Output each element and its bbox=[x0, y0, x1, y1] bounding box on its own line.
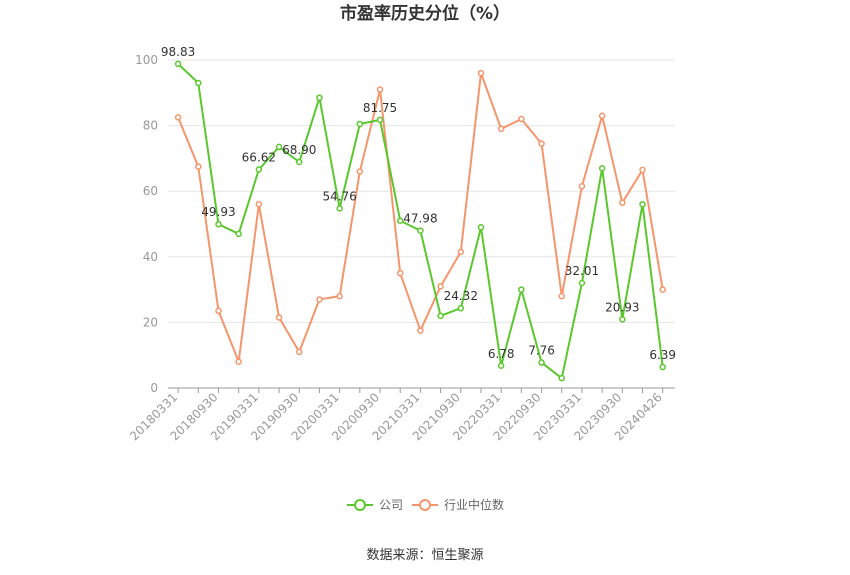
data-label: 68.90 bbox=[282, 143, 316, 157]
data-point-industry bbox=[174, 114, 182, 121]
data-point-company bbox=[518, 286, 525, 293]
data-point-industry bbox=[376, 86, 384, 93]
data-point-company bbox=[396, 217, 404, 224]
data-label: 49.93 bbox=[201, 205, 235, 219]
y-tick-label: 100 bbox=[135, 53, 158, 67]
data-point-industry bbox=[275, 314, 283, 321]
data-point-company bbox=[215, 220, 222, 228]
data-label: 81.75 bbox=[363, 101, 397, 115]
data-point-company bbox=[296, 158, 303, 166]
data-label: 20.93 bbox=[605, 300, 639, 314]
data-point-industry bbox=[296, 348, 303, 356]
y-tick-label: 80 bbox=[143, 119, 158, 133]
data-point-industry bbox=[437, 283, 444, 290]
legend-item-company[interactable]: 公司 bbox=[347, 498, 403, 512]
data-point-company bbox=[356, 120, 364, 128]
data-point-industry bbox=[336, 292, 343, 300]
data-point-company bbox=[497, 362, 505, 370]
data-point-industry bbox=[659, 286, 666, 293]
data-point-company bbox=[457, 304, 465, 312]
data-label: 24.32 bbox=[444, 289, 478, 303]
data-label: 54.76 bbox=[322, 189, 356, 203]
data-point-company bbox=[316, 94, 323, 101]
y-tick-label: 0 bbox=[150, 381, 158, 395]
data-point-industry bbox=[518, 115, 525, 123]
data-point-company bbox=[275, 143, 283, 151]
data-label: 6.39 bbox=[649, 348, 676, 362]
legend-label-industry: 行业中位数 bbox=[444, 497, 504, 512]
data-point-industry bbox=[558, 292, 565, 300]
data-point-industry bbox=[538, 140, 545, 147]
data-label: 6.78 bbox=[488, 347, 515, 361]
data-point-industry bbox=[235, 358, 242, 366]
data-point-industry bbox=[195, 163, 202, 170]
data-point-company bbox=[437, 312, 444, 320]
data-point-industry bbox=[417, 327, 424, 334]
data-point-industry bbox=[578, 183, 586, 190]
legend-marker-industry bbox=[419, 499, 431, 511]
data-point-company bbox=[578, 279, 586, 287]
data-point-industry bbox=[215, 307, 222, 315]
data-labels: 98.83 49.93 66.62 68.90 54.76 81.75 47.98 24.32… bbox=[161, 45, 676, 362]
chart-title: 市盈率历史分位（%） bbox=[340, 3, 510, 24]
data-point-industry bbox=[477, 69, 485, 77]
data-point-company bbox=[619, 316, 626, 323]
data-point-industry bbox=[316, 296, 323, 303]
data-point-company bbox=[417, 227, 424, 234]
data-point-company bbox=[659, 363, 666, 371]
data-point-industry bbox=[457, 248, 465, 256]
data-point-company bbox=[558, 374, 565, 382]
data-point-industry bbox=[356, 168, 364, 175]
data-point-company bbox=[174, 60, 182, 68]
data-point-company bbox=[639, 201, 646, 208]
data-point-company bbox=[195, 79, 202, 87]
data-point-industry bbox=[497, 125, 505, 133]
series-lines bbox=[174, 60, 666, 382]
data-label: 98.83 bbox=[161, 45, 195, 59]
data-point-industry bbox=[598, 112, 606, 120]
data-point-company bbox=[336, 205, 343, 212]
y-tick-label: 60 bbox=[143, 184, 158, 198]
legend[interactable]: 公司 行业中位数 bbox=[347, 497, 504, 512]
data-label: 32.01 bbox=[565, 264, 599, 278]
data-point-industry bbox=[619, 199, 626, 206]
data-point-industry bbox=[396, 269, 404, 277]
legend-item-industry[interactable]: 行业中位数 bbox=[412, 497, 504, 512]
data-point-company bbox=[255, 166, 263, 173]
data-point-company bbox=[376, 116, 384, 124]
data-point-industry bbox=[255, 201, 263, 208]
data-point-company bbox=[235, 230, 242, 238]
data-point-company bbox=[538, 359, 545, 366]
data-label: 66.62 bbox=[242, 150, 276, 164]
data-point-industry bbox=[639, 166, 646, 174]
legend-label-company: 公司 bbox=[379, 498, 403, 512]
data-source: 数据来源：恒生聚源 bbox=[366, 548, 483, 563]
data-label: 47.98 bbox=[403, 212, 437, 226]
y-tick-label: 20 bbox=[143, 315, 158, 329]
data-point-company bbox=[598, 164, 606, 172]
y-tick-label: 40 bbox=[143, 250, 158, 264]
legend-marker-company bbox=[354, 499, 366, 511]
data-point-company bbox=[477, 224, 485, 231]
data-label: 7.76 bbox=[528, 344, 555, 358]
